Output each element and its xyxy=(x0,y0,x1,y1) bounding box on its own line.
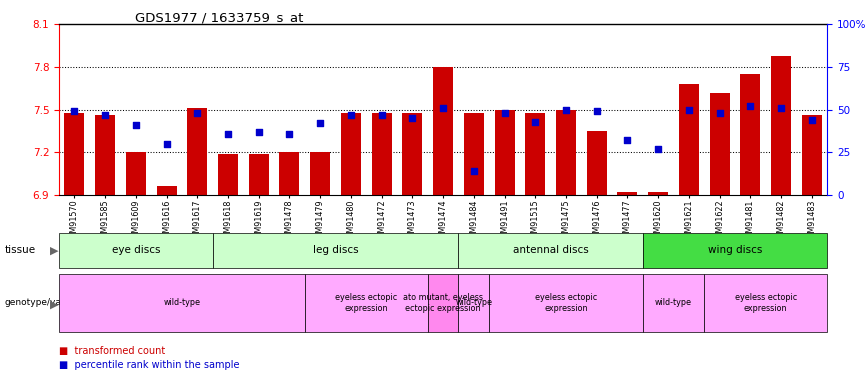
Bar xyxy=(218,154,238,195)
Bar xyxy=(403,112,423,195)
Point xyxy=(621,137,635,143)
Bar xyxy=(617,192,637,195)
Text: ■  percentile rank within the sample: ■ percentile rank within the sample xyxy=(59,360,240,370)
Text: eyeless ectopic
expression: eyeless ectopic expression xyxy=(734,293,797,312)
Point xyxy=(529,118,542,124)
Point xyxy=(283,130,297,136)
Text: eyeless ectopic
expression: eyeless ectopic expression xyxy=(535,293,597,312)
Bar xyxy=(64,112,84,195)
Point xyxy=(590,108,604,114)
Point xyxy=(160,141,174,147)
Bar xyxy=(341,112,361,195)
Bar xyxy=(802,116,822,195)
Point xyxy=(467,168,481,174)
Point xyxy=(805,117,819,123)
Bar xyxy=(310,152,330,195)
Bar xyxy=(372,112,391,195)
Text: wild-type: wild-type xyxy=(163,298,201,307)
Bar xyxy=(648,192,668,195)
Point xyxy=(129,122,143,128)
Bar xyxy=(156,186,176,195)
Bar xyxy=(433,67,453,195)
Bar xyxy=(249,154,269,195)
Point xyxy=(313,120,327,126)
Bar xyxy=(126,152,146,195)
Text: GDS1977 / 1633759_s_at: GDS1977 / 1633759_s_at xyxy=(135,11,303,24)
Text: ato mutant, eyeless
ectopic expression: ato mutant, eyeless ectopic expression xyxy=(403,293,483,312)
Point xyxy=(252,129,266,135)
Point xyxy=(405,115,419,121)
Point xyxy=(375,112,389,118)
Point xyxy=(437,105,450,111)
Text: ▶: ▶ xyxy=(50,300,59,310)
Point xyxy=(651,146,665,152)
Bar xyxy=(710,93,730,195)
Text: wing discs: wing discs xyxy=(707,245,762,255)
Point xyxy=(713,110,727,116)
Point xyxy=(221,130,235,136)
Point xyxy=(344,112,358,118)
Text: wild-type: wild-type xyxy=(456,298,492,307)
Text: leg discs: leg discs xyxy=(312,245,358,255)
Text: eye discs: eye discs xyxy=(112,245,160,255)
Bar xyxy=(556,110,576,195)
Text: genotype/variation: genotype/variation xyxy=(4,298,90,307)
Text: eyeless ectopic
expression: eyeless ectopic expression xyxy=(335,293,398,312)
Bar xyxy=(679,84,699,195)
Bar xyxy=(771,56,791,195)
Point xyxy=(682,106,696,112)
Bar xyxy=(525,112,545,195)
Text: ▶: ▶ xyxy=(50,245,59,255)
Bar xyxy=(495,110,515,195)
Point xyxy=(774,105,788,111)
Text: ■  transformed count: ■ transformed count xyxy=(59,346,165,356)
Point xyxy=(497,110,511,116)
Point xyxy=(98,112,112,118)
Text: tissue: tissue xyxy=(4,245,36,255)
Bar xyxy=(740,74,760,195)
Text: wild-type: wild-type xyxy=(655,298,692,307)
Point xyxy=(559,106,573,112)
Bar xyxy=(464,112,483,195)
Point xyxy=(190,110,204,116)
Bar xyxy=(95,116,115,195)
Point xyxy=(743,103,757,109)
Bar xyxy=(587,131,607,195)
Point xyxy=(68,108,82,114)
Bar xyxy=(187,108,207,195)
Bar xyxy=(279,152,299,195)
Text: antennal discs: antennal discs xyxy=(513,245,589,255)
